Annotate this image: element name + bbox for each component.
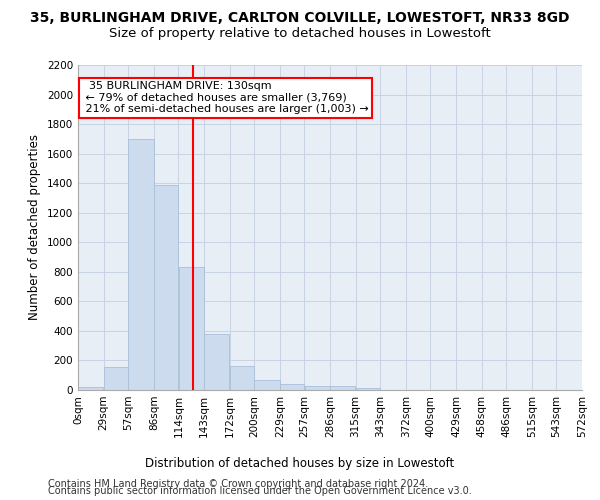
Text: Size of property relative to detached houses in Lowestoft: Size of property relative to detached ho… xyxy=(109,28,491,40)
Bar xyxy=(280,384,304,390)
Bar xyxy=(104,367,128,390)
Bar xyxy=(78,387,103,390)
Text: 35, BURLINGHAM DRIVE, CARLTON COLVILLE, LOWESTOFT, NR33 8GD: 35, BURLINGHAM DRIVE, CARLTON COLVILLE, … xyxy=(30,11,570,25)
Bar xyxy=(179,266,204,390)
Bar xyxy=(230,366,254,390)
Text: Distribution of detached houses by size in Lowestoft: Distribution of detached houses by size … xyxy=(145,458,455,470)
Bar xyxy=(356,388,380,390)
Bar xyxy=(254,380,280,390)
Text: 35 BURLINGHAM DRIVE: 130sqm  
 ← 79% of detached houses are smaller (3,769)
 21%: 35 BURLINGHAM DRIVE: 130sqm ← 79% of det… xyxy=(82,81,369,114)
Bar xyxy=(128,139,154,390)
Bar xyxy=(204,334,229,390)
Bar xyxy=(154,184,178,390)
Bar xyxy=(305,386,330,390)
Bar xyxy=(330,386,355,390)
Text: Contains HM Land Registry data © Crown copyright and database right 2024.: Contains HM Land Registry data © Crown c… xyxy=(48,479,428,489)
Text: Contains public sector information licensed under the Open Government Licence v3: Contains public sector information licen… xyxy=(48,486,472,496)
Y-axis label: Number of detached properties: Number of detached properties xyxy=(28,134,41,320)
